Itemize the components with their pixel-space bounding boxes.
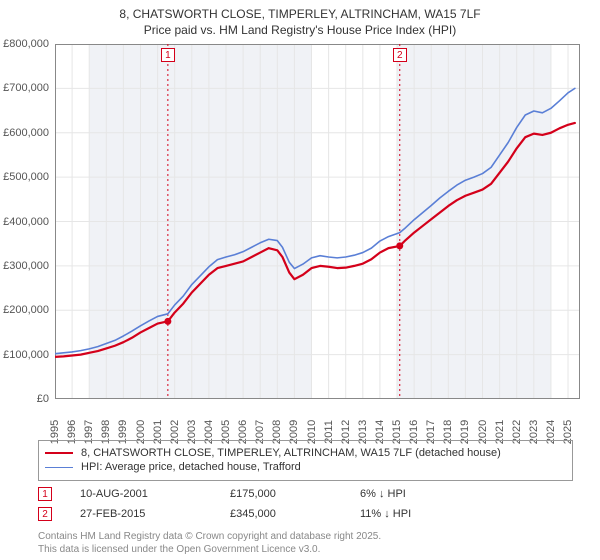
chart-area: 12 bbox=[55, 44, 580, 399]
legend-row: HPI: Average price, detached house, Traf… bbox=[45, 461, 566, 473]
chart-marker-2: 2 bbox=[393, 48, 407, 62]
legend-swatch bbox=[45, 452, 73, 454]
y-tick-label: £100,000 bbox=[3, 349, 49, 361]
marker-price: £175,000 bbox=[230, 488, 360, 500]
marker-delta: 6% ↓ HPI bbox=[360, 488, 510, 500]
legend-label: HPI: Average price, detached house, Traf… bbox=[81, 461, 301, 473]
y-tick-label: £800,000 bbox=[3, 38, 49, 50]
markers-table: 1 10-AUG-2001£175,0006% ↓ HPI 2 27-FEB-2015… bbox=[38, 484, 573, 524]
y-tick-label: £700,000 bbox=[3, 82, 49, 94]
title-line1: 8, CHATSWORTH CLOSE, TIMPERLEY, ALTRINCH… bbox=[0, 6, 600, 22]
y-tick-label: £600,000 bbox=[3, 127, 49, 139]
chart-svg bbox=[55, 44, 580, 399]
marker-price: £345,000 bbox=[230, 508, 360, 520]
x-axis-labels: 1995199619971998199920002001200220032004… bbox=[55, 402, 580, 438]
marker-number-box: 1 bbox=[38, 487, 52, 501]
y-tick-label: £400,000 bbox=[3, 216, 49, 228]
y-axis-labels: £0£100,000£200,000£300,000£400,000£500,0… bbox=[0, 44, 52, 399]
legend-row: 8, CHATSWORTH CLOSE, TIMPERLEY, ALTRINCH… bbox=[45, 447, 566, 459]
footer-line1: Contains HM Land Registry data © Crown c… bbox=[38, 531, 381, 544]
legend-box: 8, CHATSWORTH CLOSE, TIMPERLEY, ALTRINCH… bbox=[38, 440, 573, 481]
footer-line2: This data is licensed under the Open Gov… bbox=[38, 544, 381, 557]
y-tick-label: £200,000 bbox=[3, 304, 49, 316]
marker-date: 27-FEB-2015 bbox=[80, 508, 230, 520]
footer-attribution: Contains HM Land Registry data © Crown c… bbox=[38, 531, 381, 556]
y-tick-label: £300,000 bbox=[3, 260, 49, 272]
marker-delta: 11% ↓ HPI bbox=[360, 508, 510, 520]
y-tick-label: £500,000 bbox=[3, 171, 49, 183]
title-line2: Price paid vs. HM Land Registry's House … bbox=[0, 22, 600, 38]
marker-row: 2 27-FEB-2015£345,00011% ↓ HPI bbox=[38, 504, 573, 524]
chart-title: 8, CHATSWORTH CLOSE, TIMPERLEY, ALTRINCH… bbox=[0, 0, 600, 38]
sale-point bbox=[396, 242, 403, 249]
chart-marker-1: 1 bbox=[161, 48, 175, 62]
y-tick-label: £0 bbox=[37, 393, 49, 405]
legend-label: 8, CHATSWORTH CLOSE, TIMPERLEY, ALTRINCH… bbox=[81, 447, 501, 459]
marker-row: 1 10-AUG-2001£175,0006% ↓ HPI bbox=[38, 484, 573, 504]
marker-date: 10-AUG-2001 bbox=[80, 488, 230, 500]
marker-number-box: 2 bbox=[38, 507, 52, 521]
legend-swatch bbox=[45, 467, 73, 468]
sale-point bbox=[164, 318, 171, 325]
